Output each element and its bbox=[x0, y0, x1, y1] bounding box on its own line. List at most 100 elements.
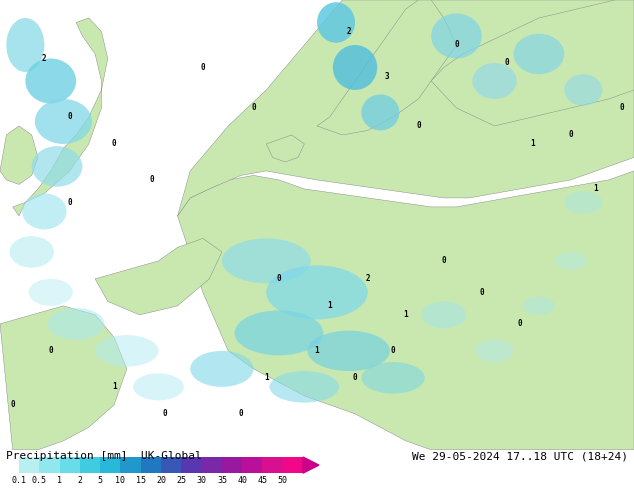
Text: 0: 0 bbox=[568, 130, 573, 140]
Text: 3: 3 bbox=[384, 72, 389, 81]
Text: 1: 1 bbox=[327, 301, 332, 310]
Ellipse shape bbox=[422, 301, 466, 328]
Text: 0: 0 bbox=[251, 103, 256, 113]
Text: 1: 1 bbox=[57, 476, 62, 485]
Text: 0: 0 bbox=[505, 58, 510, 68]
Text: 0: 0 bbox=[238, 409, 243, 418]
Ellipse shape bbox=[307, 331, 390, 371]
Polygon shape bbox=[303, 457, 319, 473]
Ellipse shape bbox=[190, 351, 254, 387]
Text: 0: 0 bbox=[517, 319, 522, 328]
Text: 0: 0 bbox=[162, 409, 167, 418]
Text: 0: 0 bbox=[48, 346, 53, 355]
Polygon shape bbox=[178, 0, 634, 216]
Text: 2: 2 bbox=[77, 476, 82, 485]
Polygon shape bbox=[266, 135, 304, 162]
Ellipse shape bbox=[431, 14, 482, 58]
Ellipse shape bbox=[35, 99, 92, 144]
Ellipse shape bbox=[472, 63, 517, 99]
Bar bbox=[283, 457, 303, 473]
Text: 50: 50 bbox=[278, 476, 288, 485]
Text: 20: 20 bbox=[156, 476, 166, 485]
Text: 1: 1 bbox=[403, 310, 408, 319]
Bar bbox=[60, 457, 80, 473]
Bar bbox=[161, 457, 181, 473]
Ellipse shape bbox=[6, 18, 44, 72]
Text: 5: 5 bbox=[98, 476, 103, 485]
Text: We 29-05-2024 17..18 UTC (18+24): We 29-05-2024 17..18 UTC (18+24) bbox=[411, 451, 628, 462]
Text: 1: 1 bbox=[530, 140, 535, 148]
Text: Precipitation [mm]  UK-Global: Precipitation [mm] UK-Global bbox=[6, 451, 202, 462]
Text: 0: 0 bbox=[454, 41, 459, 49]
Bar bbox=[242, 457, 262, 473]
Ellipse shape bbox=[235, 310, 323, 355]
Polygon shape bbox=[95, 239, 222, 315]
Text: 45: 45 bbox=[257, 476, 268, 485]
Bar bbox=[80, 457, 100, 473]
Text: 0.1: 0.1 bbox=[11, 476, 27, 485]
Bar bbox=[262, 457, 283, 473]
Text: 2: 2 bbox=[346, 27, 351, 36]
Text: 0.5: 0.5 bbox=[32, 476, 47, 485]
Ellipse shape bbox=[523, 297, 555, 315]
Polygon shape bbox=[178, 171, 634, 450]
Ellipse shape bbox=[32, 146, 82, 187]
Text: 2: 2 bbox=[42, 54, 47, 63]
Text: 1: 1 bbox=[112, 382, 117, 392]
Bar bbox=[222, 457, 242, 473]
Text: 0: 0 bbox=[619, 103, 624, 113]
Ellipse shape bbox=[29, 279, 73, 306]
Text: 0: 0 bbox=[67, 112, 72, 122]
Bar bbox=[100, 457, 120, 473]
Ellipse shape bbox=[266, 266, 368, 319]
Polygon shape bbox=[0, 306, 127, 450]
Text: 15: 15 bbox=[136, 476, 146, 485]
Text: 35: 35 bbox=[217, 476, 227, 485]
Bar bbox=[202, 457, 222, 473]
Text: 0: 0 bbox=[479, 288, 484, 297]
Ellipse shape bbox=[361, 95, 399, 130]
Ellipse shape bbox=[269, 371, 339, 403]
Ellipse shape bbox=[317, 2, 355, 43]
Ellipse shape bbox=[564, 74, 602, 106]
Text: 0: 0 bbox=[200, 63, 205, 72]
Polygon shape bbox=[0, 126, 38, 184]
Text: 0: 0 bbox=[416, 122, 421, 130]
Text: 0: 0 bbox=[112, 140, 117, 148]
Ellipse shape bbox=[10, 236, 54, 268]
Polygon shape bbox=[13, 18, 108, 216]
Text: 25: 25 bbox=[176, 476, 186, 485]
Bar bbox=[181, 457, 202, 473]
Text: 0: 0 bbox=[67, 198, 72, 207]
Ellipse shape bbox=[361, 362, 425, 393]
Text: 0: 0 bbox=[441, 256, 446, 266]
Ellipse shape bbox=[476, 340, 514, 362]
Text: 2: 2 bbox=[365, 274, 370, 283]
Ellipse shape bbox=[564, 191, 602, 214]
Bar bbox=[120, 457, 141, 473]
Text: 1: 1 bbox=[314, 346, 320, 355]
Text: 40: 40 bbox=[237, 476, 247, 485]
Ellipse shape bbox=[22, 194, 67, 229]
Text: 0: 0 bbox=[391, 346, 396, 355]
Text: 1: 1 bbox=[593, 184, 598, 194]
Ellipse shape bbox=[95, 335, 158, 367]
Ellipse shape bbox=[48, 308, 105, 340]
Ellipse shape bbox=[222, 239, 311, 283]
Ellipse shape bbox=[514, 34, 564, 74]
Ellipse shape bbox=[25, 58, 76, 103]
Ellipse shape bbox=[133, 373, 184, 400]
Text: 0: 0 bbox=[10, 400, 15, 409]
Text: 0: 0 bbox=[276, 274, 281, 283]
Bar bbox=[19, 457, 39, 473]
Bar bbox=[39, 457, 60, 473]
Ellipse shape bbox=[555, 252, 586, 270]
Polygon shape bbox=[317, 0, 456, 135]
Text: 10: 10 bbox=[115, 476, 126, 485]
Ellipse shape bbox=[333, 45, 377, 90]
Text: 1: 1 bbox=[264, 373, 269, 382]
Text: 0: 0 bbox=[353, 373, 358, 382]
Polygon shape bbox=[431, 0, 634, 126]
Bar bbox=[141, 457, 161, 473]
Text: 30: 30 bbox=[197, 476, 207, 485]
